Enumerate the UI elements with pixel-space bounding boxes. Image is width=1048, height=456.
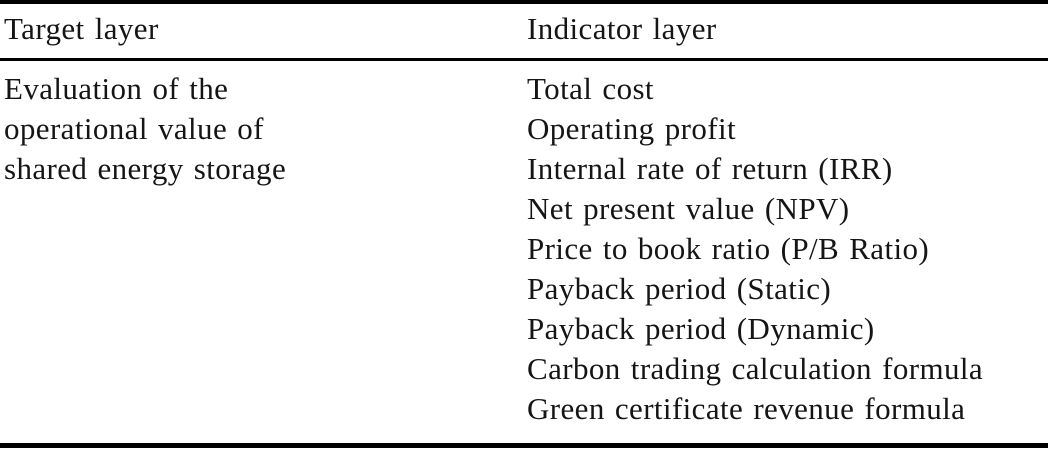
table-body-row: Evaluation of the operational value of s…: [0, 61, 1048, 443]
header-divider-rule: [0, 58, 1048, 61]
table-header-row: Target layer Indicator layer: [0, 4, 1048, 58]
table-bottom-rule: [0, 443, 1048, 448]
indicator-item-green-certificate-formula: Green certificate revenue formula: [527, 391, 966, 426]
column-header-target-layer: Target layer: [4, 11, 159, 46]
indicator-item-carbon-trading-formula: Carbon trading calculation formula: [527, 351, 984, 386]
target-layer-line: operational value of: [4, 111, 264, 146]
indicator-layer-cell: Total cost Operating profit Internal rat…: [527, 69, 1048, 429]
indicator-item-operating-profit: Operating profit: [527, 111, 736, 146]
target-layer-line: shared energy storage: [4, 151, 287, 186]
column-header-indicator-layer: Indicator layer: [527, 11, 717, 46]
indicator-item-total-cost: Total cost: [527, 71, 654, 106]
target-layer-cell: Evaluation of the operational value of s…: [0, 69, 527, 429]
indicator-item-npv: Net present value (NPV): [527, 191, 850, 226]
indicator-item-irr: Internal rate of return (IRR): [527, 151, 893, 186]
indicator-item-payback-static: Payback period (Static): [527, 271, 832, 306]
indicator-item-pb-ratio: Price to book ratio (P/B Ratio): [527, 231, 930, 266]
table-top-rule: [0, 0, 1048, 4]
target-layer-line: Evaluation of the: [4, 71, 229, 106]
indicator-item-payback-dynamic: Payback period (Dynamic): [527, 311, 875, 346]
